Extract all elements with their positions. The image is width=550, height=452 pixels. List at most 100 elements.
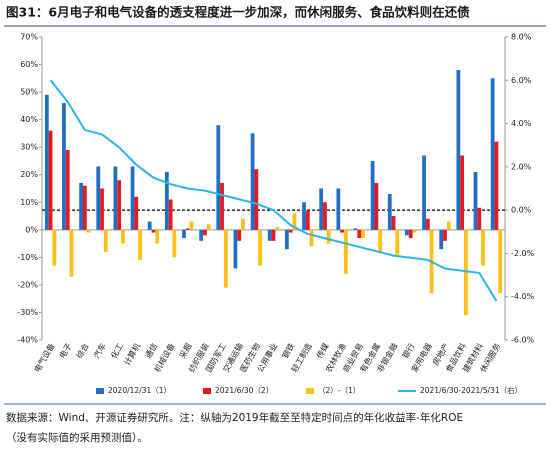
- bar: [326, 229, 331, 244]
- bar: [113, 166, 118, 230]
- x-tick-label: 钢铁: [280, 341, 297, 360]
- bar: [443, 229, 447, 241]
- legend-swatch: [96, 388, 104, 394]
- bar: [147, 221, 152, 230]
- bar: [387, 194, 392, 230]
- bar: [473, 171, 478, 230]
- bar: [121, 229, 125, 244]
- bar: [305, 210, 310, 230]
- bar: [130, 166, 135, 230]
- bar: [267, 229, 272, 241]
- legend-label: 2021/6/30（2）: [215, 386, 273, 395]
- bar: [361, 229, 365, 239]
- bar: [82, 185, 87, 230]
- y-tick-label: -10%: [17, 253, 38, 262]
- bar: [357, 229, 362, 239]
- line: [49, 79, 498, 302]
- bar: [425, 218, 430, 230]
- bar: [254, 169, 259, 230]
- bar: [52, 229, 57, 266]
- bar: [172, 229, 177, 258]
- bar: [302, 202, 306, 230]
- y2-tick-label: 0.0%: [511, 206, 532, 215]
- y-tick-label: 20%: [20, 170, 38, 179]
- bar: [395, 229, 400, 255]
- y2-tick-label: 8.0%: [511, 33, 532, 42]
- bar: [86, 229, 91, 233]
- bar: [237, 229, 242, 241]
- bar: [378, 229, 383, 252]
- y-tick-label: 40%: [20, 115, 38, 124]
- bar: [460, 155, 465, 230]
- bar: [164, 171, 169, 230]
- bar: [117, 180, 122, 230]
- bar: [292, 213, 297, 230]
- bar: [233, 229, 238, 269]
- bar: [374, 182, 379, 230]
- legend-label: 2020/12/31（1）: [108, 386, 171, 395]
- x-tick-label: 计算机: [122, 341, 143, 367]
- bar: [456, 70, 461, 230]
- bar: [65, 149, 70, 230]
- bar: [391, 216, 396, 230]
- bar: [216, 125, 221, 230]
- bar: [199, 229, 204, 241]
- bar: [275, 227, 280, 230]
- bar: [182, 229, 186, 239]
- y-tick-label: 60%: [20, 60, 38, 69]
- bar: [250, 133, 255, 230]
- bar: [138, 229, 142, 261]
- bar: [309, 229, 314, 247]
- bar: [241, 218, 245, 230]
- legend-label: （2）-（1）: [318, 386, 360, 395]
- bar: [464, 229, 468, 316]
- x-tick-label: 电子: [57, 341, 74, 360]
- bar: [100, 188, 104, 230]
- bar: [44, 94, 49, 230]
- y2-tick-label: -6.0%: [511, 336, 535, 345]
- legend-swatch: [203, 388, 211, 394]
- bar: [79, 182, 83, 230]
- bar: [340, 229, 344, 233]
- bar: [103, 229, 108, 252]
- y2-tick-label: 2.0%: [511, 162, 532, 171]
- bar: [69, 229, 74, 277]
- x-tick-label: 通信: [143, 341, 160, 360]
- bar: [343, 229, 348, 274]
- y2-tick-label: 6.0%: [511, 76, 532, 85]
- bar: [258, 229, 263, 266]
- y-tick-label: 50%: [20, 88, 38, 97]
- bar: [477, 207, 482, 230]
- y-tick-label: 10%: [20, 198, 38, 207]
- bar: [151, 229, 156, 233]
- x-tick-label: 综合: [74, 341, 91, 360]
- x-tick-label: 采掘: [177, 341, 194, 360]
- x-tick-label: 电气设备: [32, 341, 57, 374]
- y-tick-label: 70%: [20, 33, 38, 42]
- x-tick-label: 汽车: [91, 341, 108, 360]
- bar: [288, 229, 293, 233]
- y2-tick-label: -4.0%: [511, 292, 535, 301]
- x-tick-label: 银行: [400, 341, 417, 360]
- bar: [336, 188, 341, 230]
- x-tick-label: 传媒: [314, 341, 331, 360]
- bar: [446, 221, 451, 230]
- bar: [203, 229, 207, 236]
- bar: [370, 160, 375, 230]
- bar: [405, 229, 409, 236]
- source-note: 数据来源：Wind、开源证券研究所。注：纵轴为2019年截至至特定时间点的年化收…: [6, 411, 463, 424]
- bar: [223, 229, 228, 288]
- bar: [220, 182, 224, 230]
- bar: [155, 229, 160, 244]
- legend-label: 2021/6/30-2021/5/31（右）: [420, 385, 522, 395]
- y-tick-label: 0%: [25, 225, 38, 234]
- x-tick-label: 化工: [108, 341, 125, 360]
- legend-swatch: [306, 388, 314, 394]
- bar: [412, 229, 417, 233]
- bar: [271, 229, 276, 241]
- bar: [323, 202, 327, 230]
- bar: [62, 103, 66, 230]
- chart-title: 图31：6月电子和电气设备的透支程度进一步加深，而休闲服务、食品饮料则在还债: [6, 5, 470, 20]
- bar: [494, 141, 499, 230]
